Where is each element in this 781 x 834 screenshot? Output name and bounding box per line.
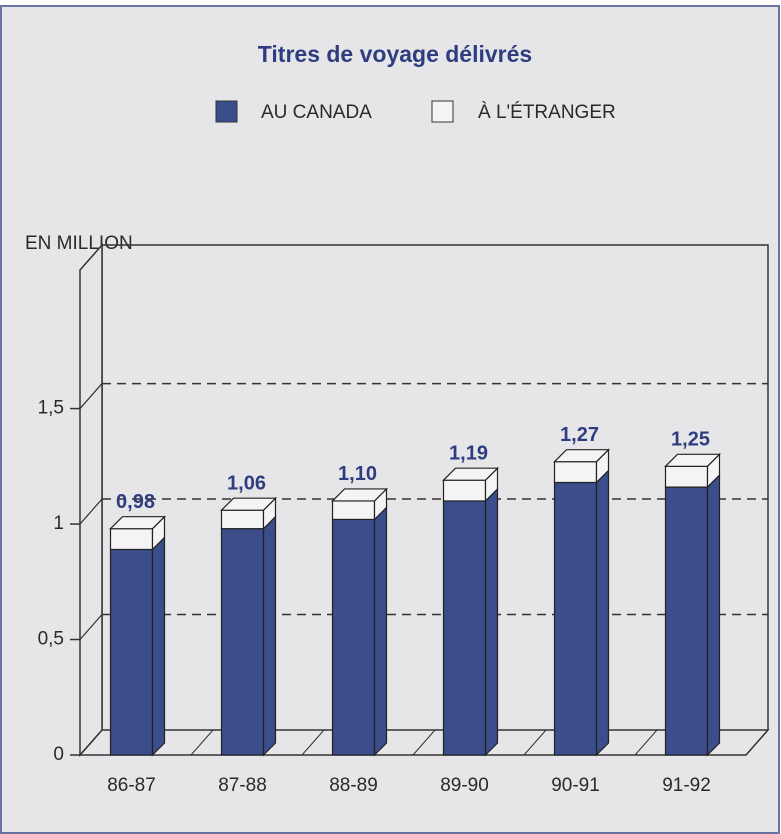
bar-segment [331,500,376,521]
floor-divider [412,729,436,756]
bar-segment [553,481,598,756]
bar-side [151,536,166,757]
bar-side [595,469,610,757]
y-tick-label: 0 [53,744,64,765]
grid-line [79,498,103,525]
total-label: 1,10 [338,463,377,485]
bar-segment [109,528,154,551]
y-axis-label: EN MILLION [25,233,133,254]
legend-label: AU CANADA [261,102,372,123]
total-label: 1,19 [449,442,488,464]
bar-segment [553,461,598,484]
x-tick-label: 86-87 [107,775,156,796]
x-tick-label: 91-92 [662,775,711,796]
floor-divider [301,729,325,756]
bar-segment [442,500,487,756]
y-tick-label: 1,5 [38,398,64,419]
bar-segment [220,528,265,756]
total-label: 1,25 [671,429,710,451]
bar-top [442,467,499,481]
floor-divider [634,729,658,756]
x-tick-label: 87-88 [218,775,267,796]
legend-swatch [215,100,238,123]
legend-swatch [431,100,454,123]
bar-side [706,473,721,757]
bar-top [109,516,166,530]
bar-top [664,453,721,467]
bar-side [484,487,499,757]
bar-segment [109,548,154,756]
legend-label: À L'ÉTRANGER [478,102,616,123]
bar-top [220,497,277,511]
chart-title: Titres de voyage délivrés [258,41,532,67]
total-label: 0,98 [116,491,155,513]
total-label: 1,06 [227,472,266,494]
bar-segment [442,479,487,502]
bar-top [553,449,610,463]
bar-side [262,515,277,757]
floor-divider [190,729,214,756]
bar-top [331,488,388,502]
floor-divider [523,729,547,756]
total-label: 1,27 [560,424,599,446]
x-tick-label: 89-90 [440,775,489,796]
x-tick-label: 90-91 [551,775,600,796]
bar-segment [220,509,265,530]
y-tick-label: 0,5 [38,629,64,650]
side-wall [79,243,103,757]
x-tick-label: 88-89 [329,775,378,796]
y-tick-label: 1 [53,513,64,534]
grid-line [79,614,103,640]
bar-segment [664,486,709,756]
bar-segment [664,465,709,488]
bar-side [373,505,388,757]
bar-segment [331,518,376,756]
grid-line [79,383,103,409]
